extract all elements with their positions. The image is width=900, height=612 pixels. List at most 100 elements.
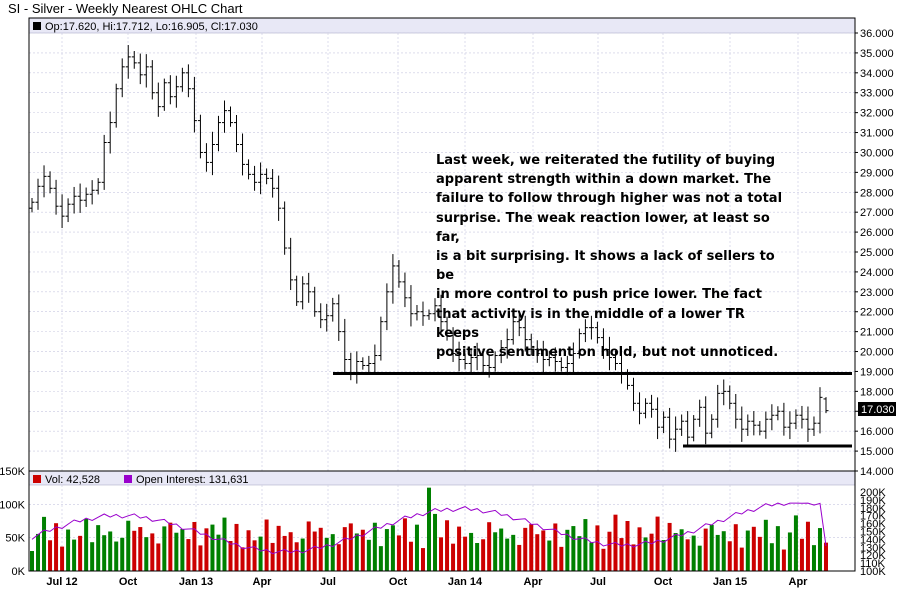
volume-bar	[114, 541, 119, 571]
volume-bar	[42, 516, 47, 571]
volume-bar	[30, 551, 34, 571]
volume-bar	[174, 532, 179, 571]
volume-bar	[535, 534, 540, 571]
volume-tick-label: 100K	[0, 499, 26, 511]
date-tick-label: Apr	[789, 576, 809, 588]
volume-bar	[420, 548, 425, 571]
volume-bar	[342, 527, 347, 571]
price-tick-label: 30.000	[860, 147, 894, 159]
price-tick-label: 24.000	[860, 267, 894, 279]
volume-bar	[463, 536, 468, 571]
volume-bar	[445, 520, 450, 571]
volume-bar	[805, 521, 810, 571]
volume-bar	[824, 542, 828, 571]
volume-bar	[817, 528, 822, 571]
volume-bar	[138, 527, 143, 571]
last-price-label: 17.030	[861, 404, 895, 416]
volume-bar	[523, 527, 528, 571]
volume-bar	[162, 526, 167, 571]
open-interest-tick-label: 200K	[860, 487, 886, 499]
volume-panel-frame	[28, 470, 856, 572]
volume-bar	[439, 537, 444, 571]
date-tick-label: Jan 13	[179, 576, 213, 588]
volume-bar	[252, 540, 257, 571]
open-interest-line	[31, 502, 827, 555]
volume-bar	[757, 536, 762, 571]
date-tick-label: Jul	[590, 576, 606, 588]
volume-bar	[769, 543, 774, 571]
date-tick-label: Jul 12	[46, 576, 77, 588]
volume-bar	[270, 542, 275, 571]
volume-bar	[511, 534, 516, 571]
price-tick-label: 16.000	[860, 426, 894, 438]
ohlc-bars	[29, 45, 829, 452]
volume-bar	[408, 541, 413, 571]
volume-bar	[54, 523, 59, 571]
date-tick-label: Apr	[524, 576, 544, 588]
volume-bar	[583, 519, 588, 571]
price-tick-label: 19.000	[860, 366, 894, 378]
volume-bar	[457, 526, 462, 571]
price-tick-label: 26.000	[860, 227, 894, 239]
volume-bar	[306, 521, 311, 571]
volume-bar	[517, 544, 522, 571]
volume-bar	[288, 532, 293, 571]
volume-bar	[685, 539, 690, 571]
annotation-text: Last week, we reiterated the futility of…	[436, 153, 783, 361]
volume-bar	[132, 530, 137, 571]
volume-bar	[469, 532, 474, 571]
volume-bar	[294, 542, 299, 571]
volume-bar	[378, 546, 383, 571]
volume-bar	[559, 546, 564, 571]
volume-bar	[727, 541, 732, 571]
volume-bar	[655, 516, 660, 571]
volume-bar	[336, 544, 341, 571]
volume-tick-label: 150K	[0, 466, 26, 478]
price-tick-label: 14.000	[860, 466, 894, 478]
volume-bar	[354, 533, 359, 571]
volume-bar	[384, 529, 389, 571]
open-interest-tick-label: 160K	[860, 519, 886, 531]
volume-bar	[108, 531, 113, 571]
date-tick-label: Jan 14	[448, 576, 483, 588]
price-tick-label: 18.000	[860, 386, 894, 398]
volume-bar	[282, 535, 287, 571]
volume-bar	[679, 529, 684, 571]
volume-bar	[126, 520, 131, 571]
volume-bar	[673, 533, 678, 571]
volume-bar	[258, 536, 263, 571]
volume-bar	[709, 524, 714, 571]
volume-bar	[60, 546, 65, 571]
open-interest-tick-label: 110K	[860, 558, 886, 570]
volume-bar	[372, 522, 377, 571]
volume-bar	[781, 549, 786, 571]
volume-bar	[451, 543, 456, 571]
price-tick-label: 25.000	[860, 247, 894, 259]
open-interest-tick-label: 130K	[860, 542, 886, 554]
volume-bar	[78, 535, 83, 571]
volume-bar	[246, 530, 251, 571]
chart-title: SI - Silver - Weekly Nearest OHLC Chart	[8, 1, 243, 16]
volume-bar	[168, 522, 173, 571]
volume-bar	[793, 515, 798, 571]
price-tick-label: 15.000	[860, 446, 894, 458]
volume-bar	[366, 539, 371, 571]
volume-bar	[715, 534, 720, 571]
volume-bar	[204, 528, 209, 571]
price-tick-label: 31.000	[860, 128, 894, 140]
volume-bar	[324, 537, 329, 571]
volume-bar	[84, 518, 89, 571]
volume-bar	[66, 529, 71, 571]
date-tick-label: Oct	[654, 576, 673, 588]
price-axis: 14.00015.00016.00017.00018.00019.00020.0…	[855, 28, 894, 478]
volume-bar	[799, 538, 804, 571]
price-tick-label: 32.000	[860, 108, 894, 120]
volume-bar	[240, 547, 245, 571]
volume-bar	[210, 524, 215, 571]
volume-bar	[433, 513, 438, 571]
volume-bar	[72, 539, 77, 571]
volume-bar	[691, 535, 696, 571]
volume-bar	[721, 531, 726, 571]
volume-legend: Vol: 42,528	[45, 474, 100, 486]
